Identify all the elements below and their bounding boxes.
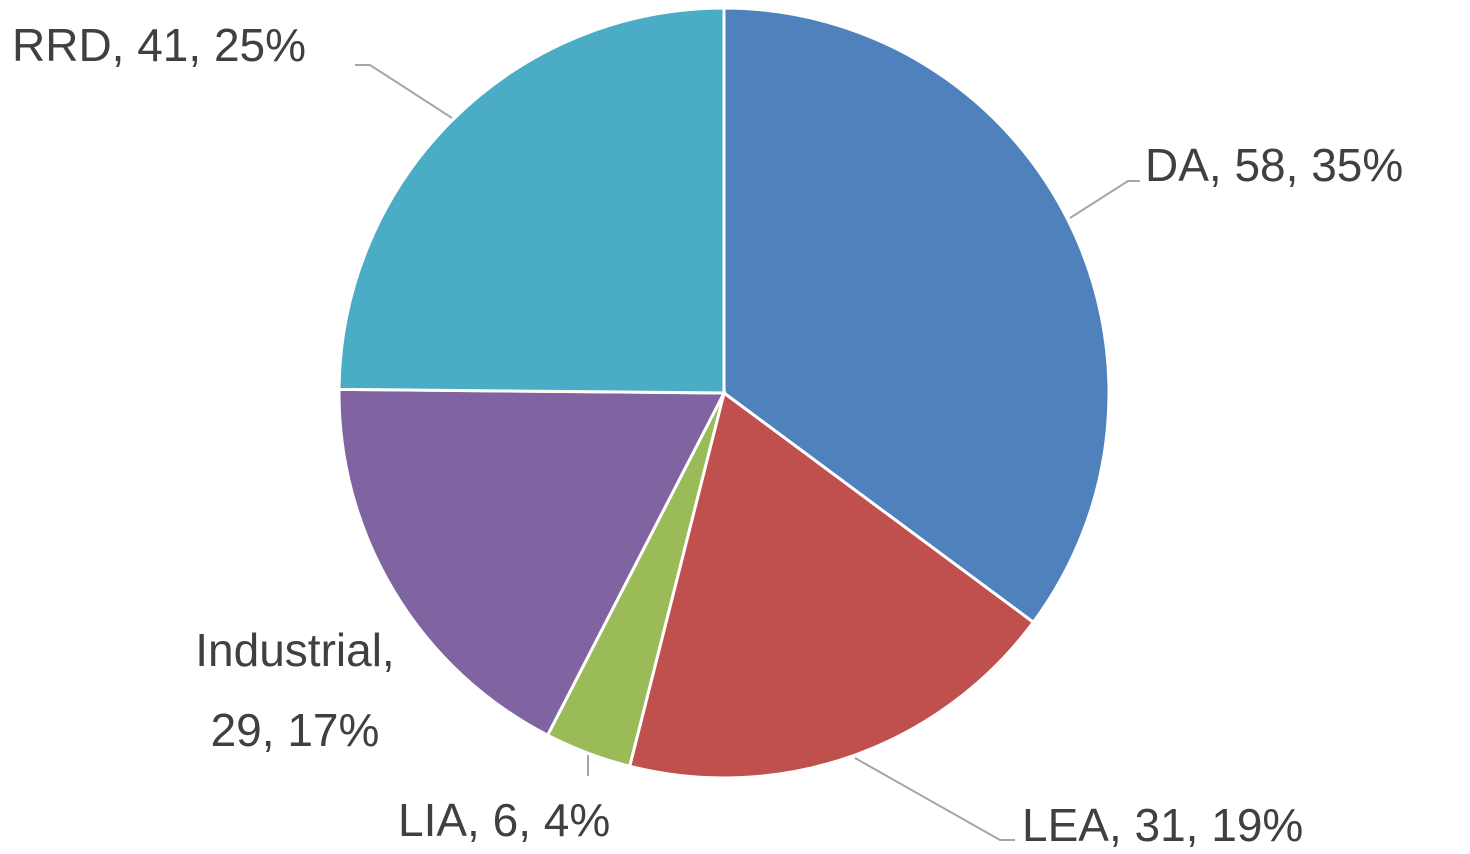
data-label: Industrial, 29, 17% <box>195 624 395 756</box>
slices <box>337 6 1111 780</box>
slice <box>337 6 726 395</box>
data-label: LEA, 31, 19% <box>1022 799 1304 851</box>
leader-line <box>355 64 453 119</box>
data-label: LIA, 6, 4% <box>398 794 611 846</box>
slice <box>722 6 1111 625</box>
leader-line <box>1069 180 1140 219</box>
slice <box>627 390 1036 780</box>
data-label: DA, 58, 35% <box>1145 139 1404 191</box>
data-label: RRD, 41, 25% <box>12 19 307 71</box>
leader-line <box>854 757 1015 841</box>
slice <box>337 387 727 738</box>
